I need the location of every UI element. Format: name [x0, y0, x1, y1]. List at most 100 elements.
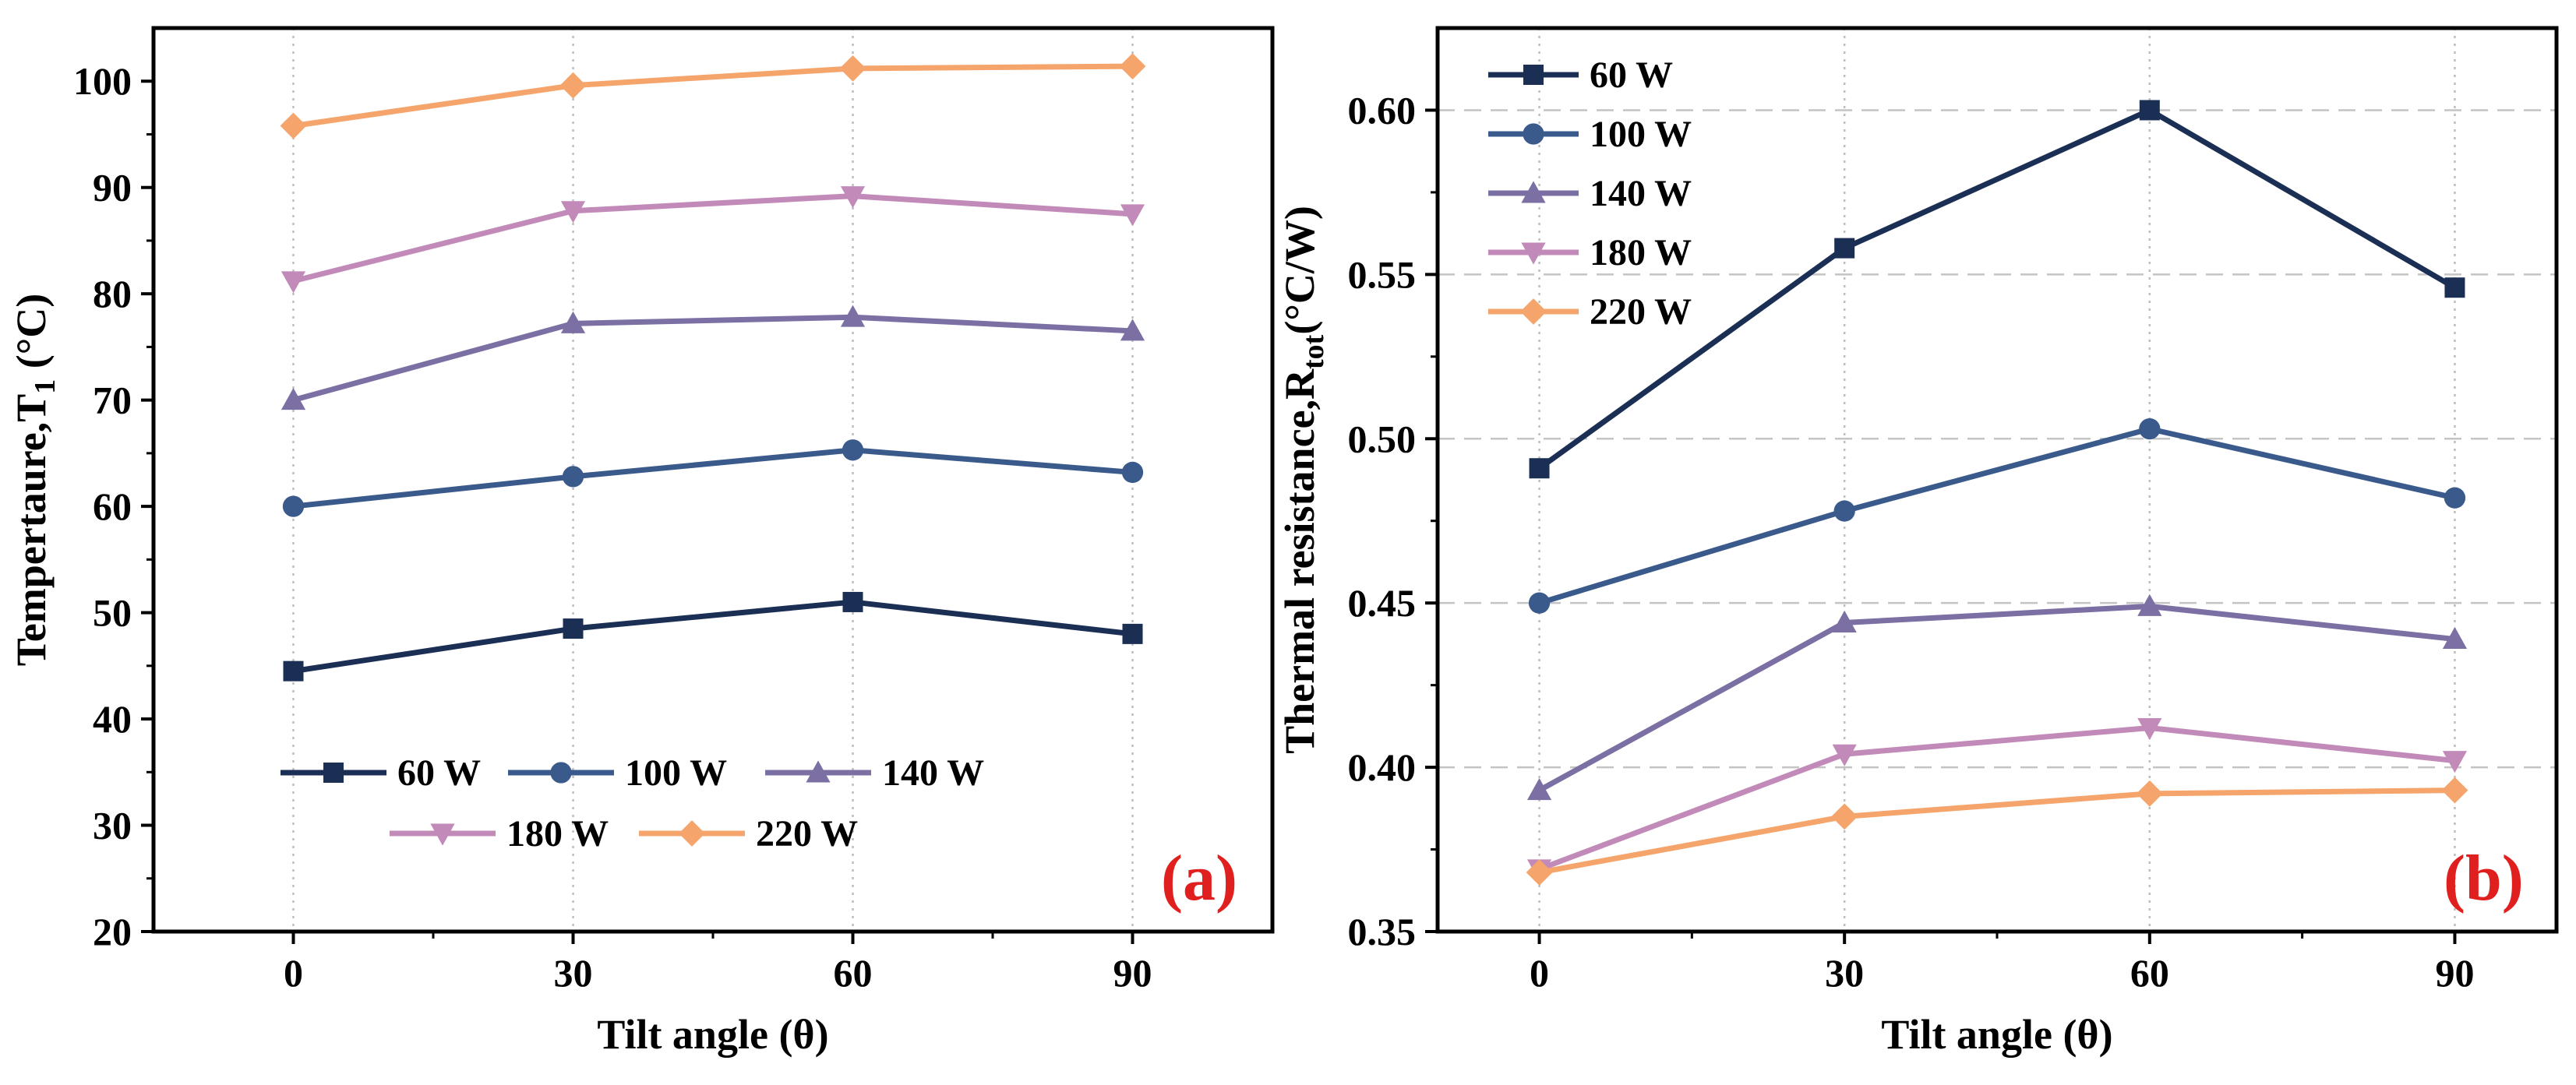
- y-tick-label: 60: [93, 484, 132, 528]
- data-point-180-w-30: [1832, 744, 1857, 766]
- x-tick-label: 0: [1530, 951, 1549, 995]
- data-point-220-w-30: [1831, 803, 1858, 830]
- data-point-220-w-60: [2136, 780, 2163, 807]
- data-point-220-w-90: [2441, 777, 2468, 804]
- data-point-140-w-90: [1120, 319, 1145, 341]
- x-tick-label: 60: [834, 951, 873, 995]
- x-tick-label: 60: [2130, 951, 2169, 995]
- data-point-140-w-90: [2442, 626, 2468, 650]
- x-tick-label: 90: [1113, 951, 1152, 995]
- y-axis-title-unit: (°C/W): [1276, 206, 1323, 335]
- series-60-w: [283, 591, 1143, 682]
- y-tick-label: 0.50: [1348, 417, 1417, 460]
- panel-label: (a): [1161, 842, 1237, 914]
- legend-label: 140 W: [1590, 173, 1692, 214]
- legend-item-220-w: 220 W: [639, 813, 858, 854]
- data-point-100-w-90: [1121, 461, 1144, 484]
- data-point-180-w-90: [1120, 204, 1145, 227]
- plot-frame: [151, 26, 1275, 934]
- data-point-220-w-0: [280, 112, 307, 139]
- series-line-100-w: [293, 447, 1133, 509]
- data-point-140-w-30: [1832, 610, 1857, 632]
- chart-panel-b: 0 30 60 90 0.35 0.40 0.45 0.50 0.55 0.60 Tilt angl…: [1276, 26, 2559, 1058]
- data-point-60-w-60: [2139, 100, 2160, 121]
- y-axis-title-unit: (°C): [8, 294, 55, 379]
- data-point-100-w-30: [562, 466, 584, 488]
- series-line-140-w: [292, 314, 1133, 403]
- series-100-w: [282, 439, 1144, 517]
- legend-marker-180-w: [1521, 242, 1546, 265]
- legend-item-180-w: 180 W: [1488, 232, 1692, 273]
- series-line-180-w: [292, 193, 1133, 284]
- y-tick-label: 0.35: [1348, 910, 1417, 953]
- x-axis-title: Tilt angle (θ): [597, 1011, 828, 1058]
- legend-label: 60 W: [397, 752, 481, 794]
- series-180-w: [1526, 717, 2468, 882]
- series-220-w: [1526, 777, 2468, 886]
- y-tick-label: 50: [93, 591, 132, 635]
- x-tick-label: 0: [284, 951, 303, 995]
- legend-item-60-w: 60 W: [1488, 55, 1673, 96]
- y-tick-label: 0.40: [1348, 745, 1417, 789]
- legend-label: 100 W: [625, 752, 727, 794]
- legend-label: 180 W: [506, 813, 609, 854]
- x-axis-title: Tilt angle (θ): [1881, 1011, 2112, 1058]
- data-point-180-w-30: [560, 201, 586, 224]
- data-point-60-w-0: [283, 661, 304, 682]
- series-180-w: [281, 186, 1145, 294]
- data-point-100-w-60: [842, 439, 864, 461]
- series-line-220-w: [292, 63, 1133, 129]
- grid-lines: [292, 28, 1134, 932]
- x-tick-label: 90: [2435, 951, 2474, 995]
- series-line-60-w: [1537, 107, 2457, 471]
- legend: 60 W 100 W 140 W 180 W 220 W: [1488, 55, 1692, 333]
- legend-item-140-w: 140 W: [765, 752, 984, 794]
- legend-marker-140-w: [1521, 181, 1546, 203]
- data-point-100-w-90: [2444, 487, 2466, 509]
- legend-label: 180 W: [1590, 232, 1692, 273]
- grid-lines: [1438, 28, 2557, 932]
- legend-marker-140-w: [806, 760, 831, 783]
- data-point-60-w-60: [842, 591, 863, 612]
- y-tick-label: 0.55: [1348, 252, 1417, 296]
- x-tick-label: 30: [1825, 951, 1864, 995]
- legend-item-140-w: 140 W: [1488, 173, 1692, 214]
- data-point-140-w-0: [281, 388, 306, 410]
- legend-marker-220-w: [1520, 298, 1547, 325]
- legend-item-100-w: 100 W: [1488, 114, 1692, 155]
- legend-item-180-w: 180 W: [390, 813, 609, 854]
- data-point-140-w-60: [840, 305, 866, 327]
- data-point-220-w-0: [1526, 859, 1553, 886]
- legend-label: 220 W: [756, 813, 858, 854]
- series-140-w: [281, 305, 1145, 410]
- y-axis-title-subscript: 1: [29, 379, 62, 394]
- legend-marker-180-w: [430, 823, 455, 846]
- series-line-60-w: [292, 599, 1133, 675]
- y-tick-label: 20: [93, 910, 132, 953]
- data-point-220-w-30: [559, 72, 587, 99]
- chart-panel-a: 0 30 60 90 20 30 40 50 60 70 80 90 100 Tilt angle (θ)…: [8, 26, 1275, 1058]
- legend-label: 140 W: [882, 752, 984, 794]
- data-point-140-w-0: [1526, 778, 1552, 801]
- data-point-140-w-30: [560, 311, 586, 333]
- data-point-180-w-0: [281, 271, 306, 294]
- y-axis-title-main: Thermal resistance,R: [1276, 368, 1323, 754]
- y-tick-label: 0.60: [1348, 88, 1417, 132]
- y-tick-label: 0.45: [1348, 581, 1417, 625]
- legend-marker-60-w: [1523, 65, 1544, 85]
- x-tick-label: 30: [554, 951, 593, 995]
- plot-frame: [1435, 26, 2559, 934]
- data-point-100-w-30: [1833, 500, 1855, 522]
- legend-marker-100-w: [1523, 123, 1544, 145]
- legend-marker-100-w: [550, 762, 572, 784]
- series-100-w: [1528, 417, 2466, 614]
- series-line-100-w: [1538, 426, 2456, 606]
- y-tick-label: 40: [93, 697, 132, 741]
- y-axis-title: Thermal resistance,Rtot(°C/W): [1276, 206, 1330, 754]
- data-point-60-w-0: [1529, 458, 1550, 479]
- y-tick-label: 30: [93, 804, 132, 847]
- series-140-w: [1526, 594, 2468, 801]
- data-point-100-w-0: [1528, 592, 1551, 614]
- data-point-60-w-90: [2444, 277, 2465, 298]
